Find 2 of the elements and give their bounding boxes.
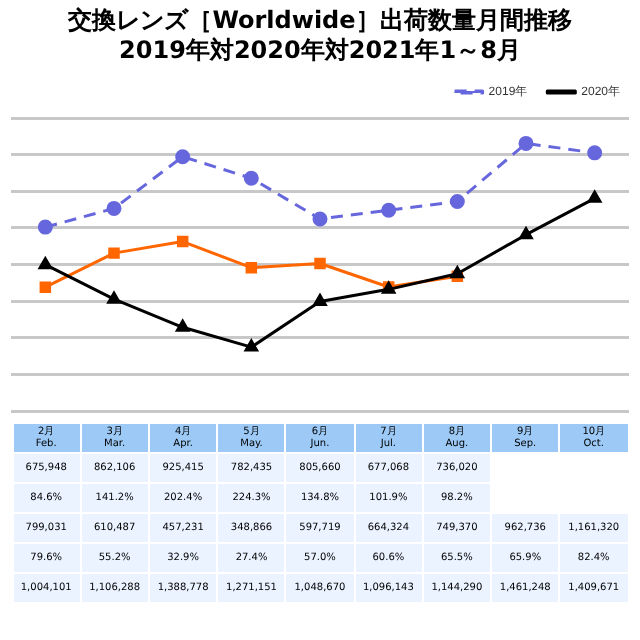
chart-title: 交換レンズ［Worldwide］出荷数量月間推移 <box>66 6 574 36</box>
chart-subtitle: 2019年対2020年対2021年1～8月 <box>117 36 523 66</box>
